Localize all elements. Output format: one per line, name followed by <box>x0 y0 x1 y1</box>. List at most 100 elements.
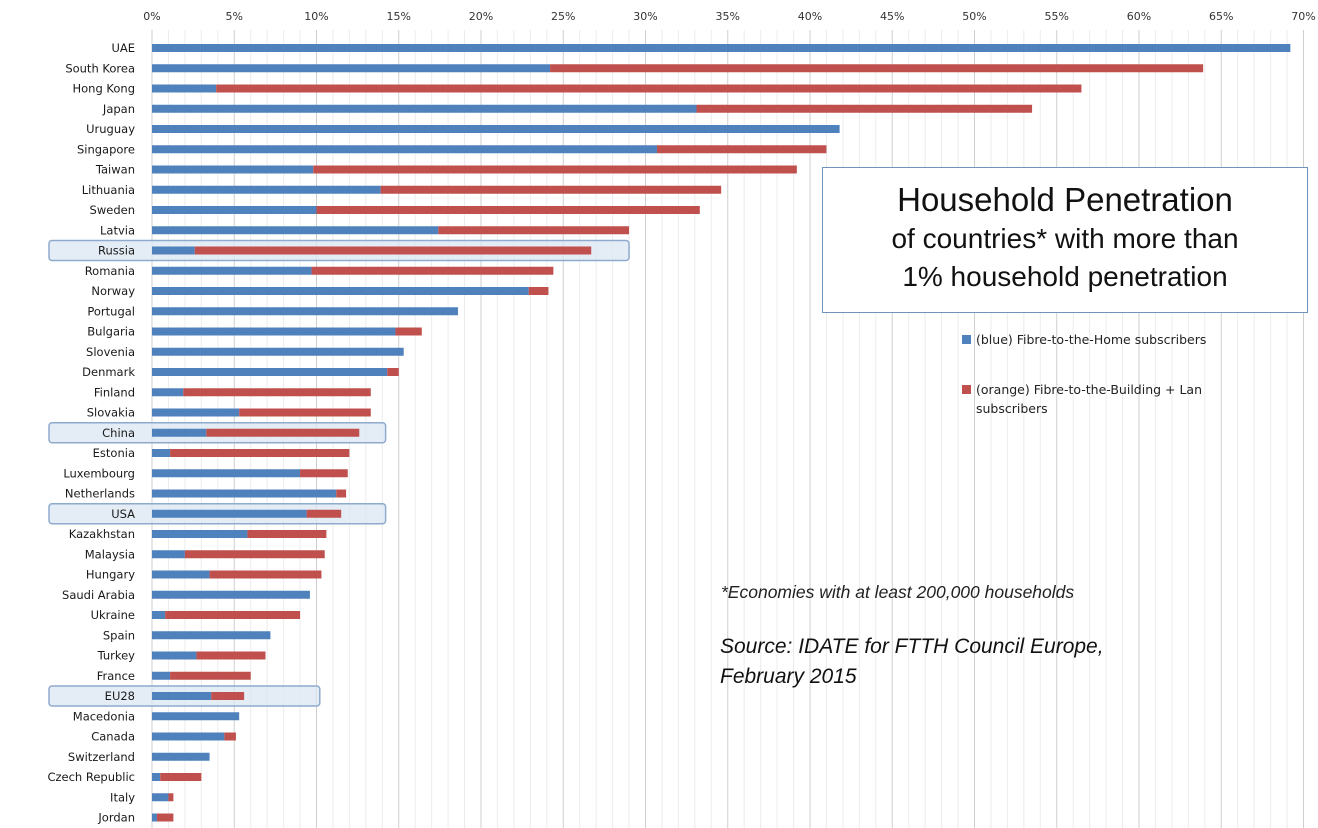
bar-ftth <box>152 388 184 397</box>
x-tick-label: 65% <box>1209 10 1233 23</box>
bar-ftth <box>152 651 197 660</box>
legend-label-fttb-cont: subscribers <box>976 401 1048 416</box>
bar-ftth <box>152 793 169 802</box>
bar-ftth <box>152 347 404 356</box>
bar-fttb <box>438 226 630 235</box>
bar-fttb <box>165 611 301 619</box>
bar-fttb <box>184 550 325 559</box>
bar-ftth <box>152 104 697 113</box>
bar-ftth <box>152 611 166 619</box>
bar-fttb <box>160 773 202 781</box>
category-label: Finland <box>94 385 135 399</box>
category-label: Slovenia <box>86 345 135 359</box>
category-label: Canada <box>91 730 135 744</box>
bar-ftth <box>152 449 171 457</box>
bar-fttb <box>313 165 797 174</box>
x-tick-label: 50% <box>962 10 986 23</box>
category-label: Uruguay <box>86 122 135 136</box>
x-tick-label: 60% <box>1127 10 1151 23</box>
bar-ftth <box>152 712 240 721</box>
category-label: Portugal <box>87 304 135 318</box>
bar-fttb <box>211 692 245 700</box>
bar-fttb <box>216 84 1082 93</box>
bar-fttb <box>380 185 722 194</box>
x-tick-label: 70% <box>1291 10 1315 23</box>
legend-swatch-orange <box>962 385 971 394</box>
bar-ftth <box>152 145 658 154</box>
category-labels: UAE South Korea Hong Kong Japan Uruguay Singa… <box>47 41 135 825</box>
bar-ftth <box>152 287 529 295</box>
bar-fttb <box>224 732 236 741</box>
bar-fttb <box>168 793 174 802</box>
category-label: Malaysia <box>85 547 135 561</box>
category-label: Netherlands <box>65 487 135 501</box>
source-line2: February 2015 <box>720 665 857 688</box>
footnote: *Economies with at least 200,000 househo… <box>721 582 1075 602</box>
category-label: Sweden <box>90 203 135 217</box>
bar-ftth <box>152 428 207 437</box>
bar-ftth <box>152 489 337 498</box>
bar-ftth <box>152 509 307 518</box>
bar-ftth <box>152 550 185 559</box>
category-label: Hong Kong <box>72 82 135 96</box>
category-label: Macedonia <box>73 709 135 723</box>
category-label: Jordan <box>97 811 135 825</box>
chart-title: Household Penetration <box>897 181 1233 218</box>
x-tick-label: 55% <box>1045 10 1069 23</box>
category-label: Romania <box>85 264 135 278</box>
category-label: Ukraine <box>91 608 135 622</box>
bar-fttb <box>239 408 371 417</box>
category-label: China <box>102 426 135 440</box>
category-label: South Korea <box>65 61 135 75</box>
bar-fttb <box>550 64 1204 73</box>
bar-fttb <box>387 368 399 376</box>
bar-ftth <box>152 307 458 316</box>
bar-fttb <box>183 388 371 397</box>
bar-ftth <box>152 570 210 579</box>
bar-ftth <box>152 185 381 194</box>
x-tick-label: 10% <box>304 10 328 23</box>
chart-subtitle-line2: 1% household penetration <box>902 261 1228 292</box>
category-label: Lithuania <box>82 183 135 197</box>
bar-ftth <box>152 752 210 761</box>
category-label: Czech Republic <box>47 770 135 784</box>
bar-fttb <box>306 509 342 518</box>
x-tick-label: 30% <box>633 10 657 23</box>
x-tick-label: 20% <box>469 10 493 23</box>
bar-ftth <box>152 469 301 478</box>
bar-ftth <box>152 327 396 336</box>
category-label: Singapore <box>77 142 135 156</box>
x-tick-label: 5% <box>226 10 243 23</box>
bar-fttb <box>209 570 322 579</box>
bar-fttb <box>528 287 549 295</box>
category-label: Denmark <box>82 365 135 379</box>
category-label: UAE <box>111 41 135 55</box>
x-tick-label: 25% <box>551 10 575 23</box>
bar-ftth <box>152 266 312 275</box>
bars <box>152 44 1291 822</box>
bar-ftth <box>152 590 310 599</box>
bar-ftth <box>152 530 248 538</box>
legend-swatch-blue <box>962 335 971 344</box>
bar-fttb <box>311 266 554 275</box>
bar-fttb <box>395 327 422 336</box>
legend-label-fttb: (orange) Fibre-to-the-Building + Lan <box>976 382 1203 397</box>
category-label: Russia <box>98 244 135 258</box>
bar-ftth <box>152 44 1291 52</box>
bar-fttb <box>316 206 700 214</box>
bar-ftth <box>152 408 240 417</box>
category-label: Kazakhstan <box>69 527 135 541</box>
bar-ftth <box>152 732 225 741</box>
x-tick-label: 15% <box>387 10 411 23</box>
category-label: Luxembourg <box>63 466 135 480</box>
x-axis-ticks: 0% 5% 10% 15% 20% 25% 30% 35% 40% 45% 50% 55% 60% 65%… <box>143 10 1315 23</box>
bar-ftth <box>152 631 271 640</box>
category-label: Estonia <box>93 446 135 460</box>
bar-ftth <box>152 813 157 822</box>
bar-fttb <box>657 145 827 154</box>
bar-ftth <box>152 692 212 700</box>
bar-ftth <box>152 64 551 73</box>
bar-fttb <box>156 813 174 822</box>
legend-item-fttb: (orange) Fibre-to-the-Building + Lan sub… <box>962 380 1262 418</box>
